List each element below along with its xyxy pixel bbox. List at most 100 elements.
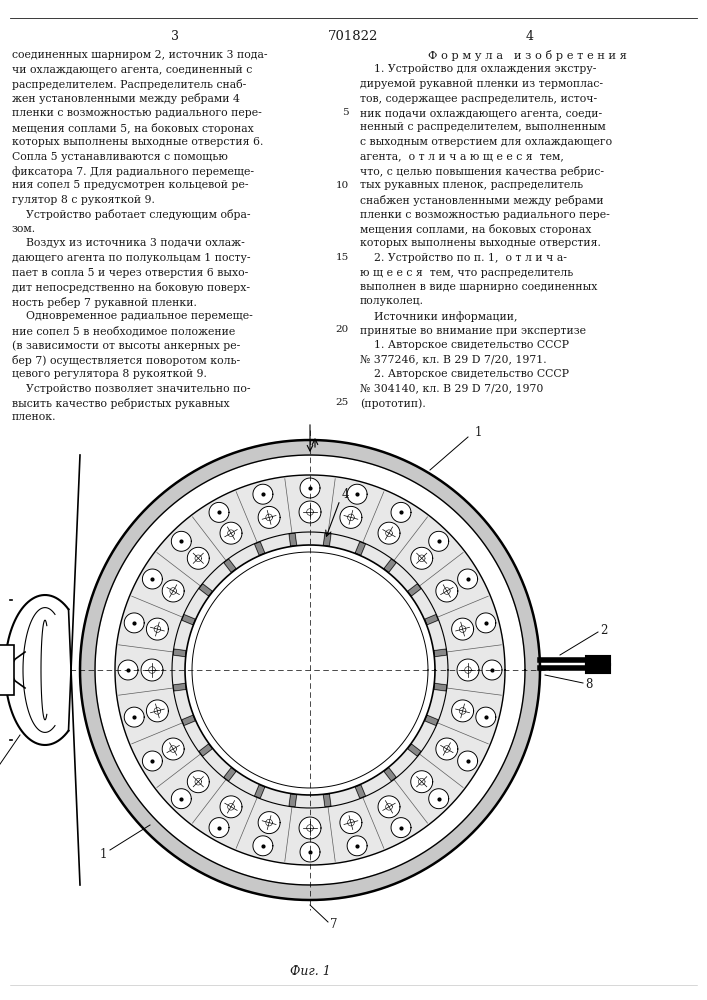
Text: соединенных шарниром 2, источник 3 пода-: соединенных шарниром 2, источник 3 пода- [12,50,267,60]
Text: № 304140, кл. В 29 D 7/20, 1970: № 304140, кл. В 29 D 7/20, 1970 [360,383,544,393]
Polygon shape [253,836,273,856]
Polygon shape [224,768,236,781]
Text: 4: 4 [526,30,534,43]
Text: 1. Авторское свидетельство СССР: 1. Авторское свидетельство СССР [360,340,569,350]
Polygon shape [253,484,273,504]
Polygon shape [299,501,321,523]
Text: полуколец.: полуколец. [360,296,424,306]
Text: № 377246, кл. В 29 D 7/20, 1971.: № 377246, кл. В 29 D 7/20, 1971. [360,355,547,364]
Polygon shape [255,785,264,798]
Polygon shape [146,618,168,640]
Text: ник подачи охлаждающего агента, соеди-: ник подачи охлаждающего агента, соеди- [360,108,602,118]
Text: 2: 2 [600,624,607,637]
Polygon shape [199,584,212,596]
Text: бер 7) осуществляется поворотом коль-: бер 7) осуществляется поворотом коль- [12,355,240,365]
Text: Устройство работает следующим обра-: Устройство работает следующим обра- [12,210,250,221]
Polygon shape [124,707,144,727]
Text: дающего агента по полукольцам 1 посту-: дающего агента по полукольцам 1 посту- [12,253,250,263]
Polygon shape [457,569,478,589]
Text: Одновременное радиальное перемеще-: Одновременное радиальное перемеще- [12,311,252,321]
Polygon shape [355,542,366,555]
Text: ненный с распределителем, выполненным: ненный с распределителем, выполненным [360,122,606,132]
Text: жен установленными между ребрами 4: жен установленными между ребрами 4 [12,94,240,104]
Polygon shape [391,502,411,522]
Text: выполнен в виде шарнирно соединенных: выполнен в виде шарнирно соединенных [360,282,597,292]
Polygon shape [255,542,264,555]
Polygon shape [141,659,163,681]
Text: ю щ е е с я  тем, что распределитель: ю щ е е с я тем, что распределитель [360,267,573,277]
Polygon shape [173,649,186,657]
Polygon shape [199,744,212,756]
Text: мещения соплами, на боковых сторонах: мещения соплами, на боковых сторонах [360,224,591,235]
Polygon shape [476,613,496,633]
Text: Устройство позволяет значительно по-: Устройство позволяет значительно по- [12,383,250,393]
Polygon shape [408,744,421,756]
Text: дируемой рукавной пленки из термоплас-: дируемой рукавной пленки из термоплас- [360,79,603,89]
Text: 5: 5 [342,108,349,117]
Polygon shape [187,547,209,569]
Polygon shape [378,522,400,544]
Text: которых выполнены выходные отверстия.: которых выполнены выходные отверстия. [360,238,601,248]
Polygon shape [142,751,163,771]
Polygon shape [323,533,331,546]
Polygon shape [323,794,331,807]
Polygon shape [162,738,184,760]
Text: Сопла 5 устанавливаются с помощью: Сопла 5 устанавливаются с помощью [12,151,228,161]
Polygon shape [476,707,496,727]
Polygon shape [355,785,366,798]
Text: тов, содержащее распределитель, источ-: тов, содержащее распределитель, источ- [360,94,597,104]
Polygon shape [391,818,411,838]
Text: 2. Авторское свидетельство СССР: 2. Авторское свидетельство СССР [360,369,569,379]
Polygon shape [452,700,474,722]
Text: Источники информации,: Источники информации, [360,311,518,322]
Polygon shape [300,842,320,862]
Text: что, с целью повышения качества ребрис-: что, с целью повышения качества ребрис- [360,166,604,177]
Polygon shape [408,584,421,596]
Text: 8: 8 [585,678,592,692]
Polygon shape [258,506,280,528]
Polygon shape [434,649,447,657]
Polygon shape [75,435,545,905]
Text: пленки с возможностью радиального пере-: пленки с возможностью радиального пере- [360,210,609,220]
Text: Ф о р м у л а   и з о б р е т е н и я: Ф о р м у л а и з о б р е т е н и я [428,50,626,61]
Text: тых рукавных пленок, распределитель: тых рукавных пленок, распределитель [360,180,583,190]
Polygon shape [347,836,367,856]
Text: 4: 4 [342,488,349,502]
Polygon shape [209,502,229,522]
Polygon shape [347,484,367,504]
Polygon shape [118,660,138,680]
Text: с выходным отверстием для охлаждающего: с выходным отверстием для охлаждающего [360,137,612,147]
Text: пленки с возможностью радиального пере-: пленки с возможностью радиального пере- [12,108,262,118]
Polygon shape [378,796,400,818]
Text: фиксатора 7. Для радиального перемеще-: фиксатора 7. Для радиального перемеще- [12,166,254,177]
Polygon shape [452,618,474,640]
Text: агента,  о т л и ч а ю щ е е с я  тем,: агента, о т л и ч а ю щ е е с я тем, [360,151,564,161]
Text: ния сопел 5 предусмотрен кольцевой ре-: ния сопел 5 предусмотрен кольцевой ре- [12,180,248,190]
Text: (в зависимости от высоты анкерных ре-: (в зависимости от высоты анкерных ре- [12,340,240,351]
Polygon shape [428,789,449,809]
Polygon shape [425,615,438,625]
Text: пает в сопла 5 и через отверстия 6 выхо-: пает в сопла 5 и через отверстия 6 выхо- [12,267,248,277]
Text: 10: 10 [336,180,349,190]
Polygon shape [457,751,478,771]
Polygon shape [182,615,195,625]
Polygon shape [142,569,163,589]
Polygon shape [436,580,458,602]
Polygon shape [187,771,209,793]
Text: снабжен установленными между ребрами: снабжен установленными между ребрами [360,195,604,206]
Text: 20: 20 [336,326,349,334]
Text: (прототип).: (прототип). [360,398,426,409]
Polygon shape [162,580,184,602]
Text: мещения соплами 5, на боковых сторонах: мещения соплами 5, на боковых сторонах [12,122,254,133]
Text: 1: 1 [100,848,107,861]
Text: пленок.: пленок. [12,412,57,422]
Text: принятые во внимание при экспертизе: принятые во внимание при экспертизе [360,326,586,336]
Polygon shape [185,545,435,795]
Polygon shape [173,683,186,691]
Polygon shape [80,440,540,900]
Text: 15: 15 [336,253,349,262]
Polygon shape [220,796,242,818]
Polygon shape [340,506,362,528]
Text: 701822: 701822 [328,30,378,43]
Text: ние сопел 5 в необходимое положение: ние сопел 5 в необходимое положение [12,326,235,336]
